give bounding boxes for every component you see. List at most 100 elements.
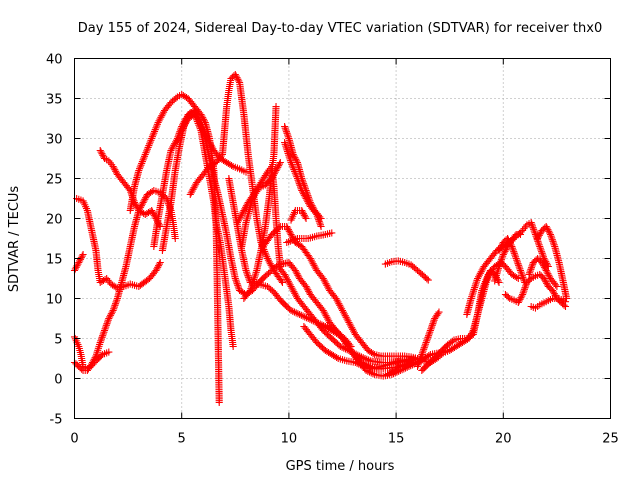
data-point — [105, 348, 113, 356]
data-point — [422, 363, 430, 371]
data-point — [281, 301, 290, 309]
series-arc-19 — [283, 229, 336, 247]
data-point — [280, 300, 288, 308]
data-point — [355, 356, 363, 364]
data-point — [538, 226, 546, 235]
data-marks — [70, 70, 571, 407]
series-arc-28 — [491, 218, 552, 285]
data-point — [329, 336, 337, 344]
data-point — [78, 365, 86, 373]
data-point — [271, 228, 279, 236]
data-point — [536, 270, 544, 279]
data-point — [279, 299, 287, 307]
data-point — [321, 328, 329, 336]
data-point — [423, 361, 431, 369]
data-point — [317, 342, 325, 351]
data-point — [435, 308, 443, 316]
data-point — [421, 273, 429, 281]
data-point — [436, 349, 444, 357]
data-point — [534, 254, 542, 263]
data-point — [268, 230, 276, 239]
y-tick-label: 25 — [46, 173, 63, 188]
data-point — [349, 350, 357, 359]
data-point — [302, 214, 310, 223]
data-point — [419, 365, 427, 373]
data-point — [526, 276, 534, 284]
data-point — [269, 229, 277, 237]
data-point — [260, 273, 268, 281]
data-point — [261, 181, 269, 189]
data-point — [562, 294, 571, 303]
data-point — [263, 180, 271, 188]
data-point — [352, 353, 360, 361]
series-arc-17 — [281, 138, 325, 231]
data-point — [553, 282, 561, 291]
data-point — [351, 352, 359, 360]
data-point — [501, 290, 509, 299]
data-point — [265, 177, 273, 185]
data-point — [73, 361, 81, 369]
data-point — [331, 337, 339, 345]
data-point — [529, 258, 537, 267]
data-point — [420, 364, 428, 372]
data-point — [418, 366, 426, 375]
y-tick-label: 40 — [46, 53, 63, 68]
data-point — [318, 344, 327, 352]
data-point — [276, 296, 284, 304]
series-arc-15 — [259, 222, 422, 363]
series-arc-32 — [534, 222, 571, 303]
data-point — [544, 282, 552, 291]
y-axis-title: SDTVAR / TECUs — [7, 186, 22, 293]
series-arc-33 — [525, 254, 561, 291]
data-point — [272, 226, 280, 235]
y-tick-label: -5 — [50, 413, 63, 428]
data-point — [440, 345, 448, 353]
data-point — [499, 238, 507, 247]
x-tick-label: 5 — [178, 432, 186, 447]
series-arc-31 — [527, 294, 570, 312]
data-point — [441, 343, 449, 352]
data-point — [317, 222, 325, 231]
data-point — [227, 74, 235, 83]
data-point — [283, 302, 291, 311]
series-arc-25 — [413, 308, 443, 371]
data-point — [275, 224, 283, 232]
data-point — [278, 297, 286, 305]
data-point — [437, 347, 445, 355]
data-point — [332, 338, 340, 347]
data-point — [425, 359, 434, 367]
series-arc-13 — [240, 102, 280, 303]
data-point — [278, 278, 287, 287]
data-point — [328, 229, 336, 237]
data-point — [156, 258, 164, 267]
data-point — [273, 225, 282, 233]
series-arc-23 — [381, 257, 432, 284]
plot-frame — [74, 58, 611, 419]
y-tick-label: 15 — [46, 253, 63, 268]
data-point — [313, 338, 321, 347]
data-point — [96, 353, 104, 361]
data-point — [524, 277, 532, 285]
x-tick-label: 0 — [70, 432, 78, 447]
data-point — [215, 398, 223, 407]
x-axis-title: GPS time / hours — [286, 459, 395, 474]
data-point — [424, 276, 432, 284]
series-arc-06 — [126, 90, 223, 407]
data-point — [535, 256, 543, 264]
y-tick-label: 0 — [54, 373, 62, 388]
data-point — [561, 298, 570, 306]
data-point — [229, 342, 237, 351]
y-tick-label: 10 — [46, 293, 63, 308]
data-point — [433, 351, 441, 359]
data-point — [276, 158, 284, 167]
data-point — [72, 360, 80, 368]
data-point — [242, 168, 250, 176]
data-point — [353, 354, 362, 363]
chart-title: Day 155 of 2024, Sidereal Day-to-day VTE… — [78, 21, 602, 36]
data-point — [423, 275, 431, 283]
series-arc-14 — [238, 158, 284, 251]
data-point — [316, 341, 324, 349]
y-tick-label: 5 — [54, 333, 62, 348]
